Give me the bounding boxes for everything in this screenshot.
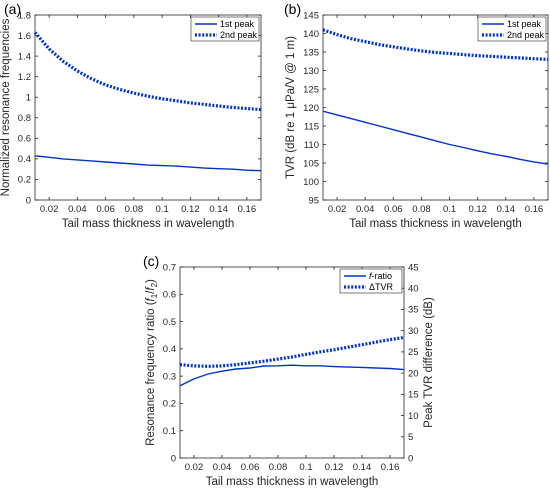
x-tick-label: 0.16 [238, 204, 257, 215]
x-tick-label: 0.02 [328, 204, 347, 215]
legend-box [339, 268, 403, 294]
y-tick-label: 0.6 [18, 134, 31, 145]
legend-label-2: ΔTVR [369, 282, 394, 292]
x-axis-label: Tail mass thickness in wavelength [349, 218, 522, 230]
y2-tick-label: 40 [408, 284, 419, 295]
y-tick-label: 0.8 [18, 113, 31, 124]
series-line-1 [34, 155, 262, 172]
y-tick-label: 0.2 [163, 399, 176, 410]
x-tick-label: 0.08 [125, 204, 144, 215]
x-tick-label: 0.04 [68, 204, 87, 215]
y-tick-label: 0.2 [18, 175, 31, 186]
x-tick-label: 0.08 [412, 204, 431, 215]
panel-label: (b) [284, 1, 301, 17]
y-tick-label: 145 [303, 10, 319, 21]
y-tick-label: 125 [303, 84, 319, 95]
legend-label-2: 2nd peak [507, 30, 545, 40]
plot-frame [322, 14, 549, 201]
y-tick-label: 0.6 [163, 290, 176, 301]
y2-tick-label: 30 [408, 326, 419, 337]
y-tick-label: 0.3 [163, 371, 176, 382]
series-line-2 [179, 335, 405, 368]
x-tick-label: 0.02 [185, 462, 204, 473]
x-tick-label: 0.06 [384, 204, 403, 215]
x-tick-label: 0.12 [325, 462, 344, 473]
y-tick-label: 0.4 [163, 344, 176, 355]
y2-tick-label: 45 [408, 262, 419, 273]
y2-tick-label: 10 [408, 411, 419, 422]
chart-panel-c: 0.02 0.04 0.06 0.08 0.1 0.12 0.14 0.16 0 0.1 0.2 0.… [143, 253, 435, 488]
y-tick-label: 0.4 [18, 154, 31, 165]
y2-tick-label: 5 [408, 432, 413, 443]
x-tick-label: 0.08 [269, 462, 288, 473]
y-tick-label: 1.6 [18, 31, 31, 42]
x-tick-label: 0.04 [213, 462, 232, 473]
legend-box [190, 16, 260, 42]
x-tick-label: 0.16 [381, 462, 400, 473]
y-tick-label: 100 [303, 177, 319, 188]
series-line-1 [179, 364, 405, 387]
y-axis-label: Resonance frequency ratio (f1/f2) [145, 279, 159, 446]
x-tick-label: 0.12 [181, 204, 200, 215]
y2-tick-label: 35 [408, 305, 419, 316]
y-tick-label: 1 [26, 93, 31, 104]
y-axis-label: Normalized resonance frequencies [0, 18, 12, 196]
series-line-2 [33, 31, 262, 112]
panel-label: (a) [4, 1, 21, 17]
legend-label-1: f-ratio [369, 271, 392, 281]
y-tick-label: 140 [303, 29, 319, 40]
y-tick-label: 0.5 [163, 317, 176, 328]
legend-box [477, 16, 547, 42]
x-tick-label: 0.06 [241, 462, 260, 473]
x-tick-label: 0.04 [356, 204, 375, 215]
x-tick-label: 0.06 [96, 204, 115, 215]
panel-label: (c) [143, 253, 159, 269]
y-tick-label: 0.1 [163, 426, 176, 437]
legend-label-1: 1st peak [507, 19, 542, 29]
y-tick-label: 120 [303, 103, 319, 114]
y-tick-label: 110 [304, 140, 319, 151]
series-line-1 [322, 110, 549, 165]
y-tick-label: 135 [303, 47, 319, 58]
y-tick-label: 115 [304, 121, 319, 132]
x-tick-label: 0.14 [353, 462, 372, 473]
x-tick-label: 0.1 [156, 204, 169, 215]
y-axis-label: TVR (dB re 1 μPa/V @ 1 m) [285, 36, 297, 179]
x-tick-label: 0.02 [40, 204, 59, 215]
y-tick-label: 1.8 [18, 10, 31, 21]
y2-axis-label: Peak TVR difference (dB) [423, 297, 435, 428]
y2-tick-label: 15 [408, 390, 419, 401]
chart-panel-b: 0.02 0.04 0.06 0.08 0.1 0.12 0.14 0.16 95 100 105 1… [284, 1, 549, 230]
y2-tick-label: 0 [408, 453, 413, 464]
x-tick-label: 0.1 [443, 204, 456, 215]
x-tick-label: 0.12 [468, 204, 487, 215]
y2-tick-label: 25 [408, 347, 419, 358]
y-tick-label: 95 [308, 195, 319, 206]
y-tick-label: 130 [303, 66, 319, 77]
x-tick-label: 0.14 [497, 204, 516, 215]
plot-frame [179, 266, 405, 459]
x-tick-label: 0.16 [525, 204, 544, 215]
legend-label-1: 1st peak [220, 19, 255, 29]
x-axis-label: Tail mass thickness in wavelength [62, 218, 235, 230]
legend-label-2: 2nd peak [220, 30, 258, 40]
y-tick-label: 0 [171, 453, 176, 464]
y-tick-label: 1.4 [18, 51, 31, 62]
x-tick-label: 0.1 [299, 462, 312, 473]
x-axis-label: Tail mass thickness in wavelength [206, 476, 379, 488]
y-tick-label: 0 [26, 195, 31, 206]
y-tick-label: 105 [303, 158, 319, 169]
y-tick-label: 0.7 [163, 262, 176, 273]
y2-tick-label: 20 [408, 368, 419, 379]
y-tick-label: 1.2 [18, 72, 31, 83]
chart-panel-a: 0.02 0.04 0.06 0.08 0.1 0.12 0.14 0.16 0 0.2 0.4 0.… [0, 1, 262, 230]
x-tick-label: 0.14 [209, 204, 228, 215]
